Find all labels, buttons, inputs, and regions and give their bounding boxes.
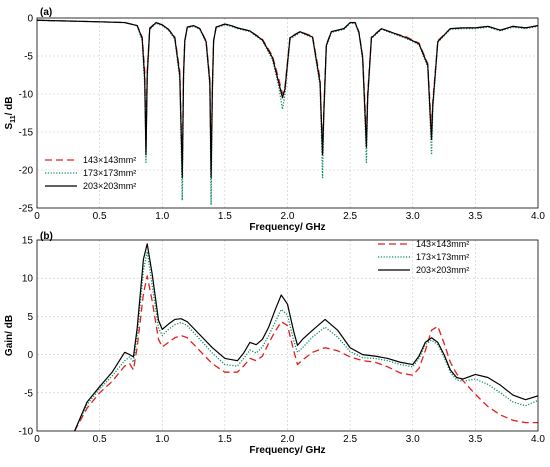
y-tick-label: 0	[27, 350, 33, 361]
x-tick-label: 0.5	[93, 434, 107, 445]
x-tick-label: 4.0	[531, 434, 545, 445]
plot-frame	[36, 239, 539, 432]
x-tick-label: 3.0	[406, 211, 420, 222]
panel-a-s11-chart: 0 0.5 1.0 1.5 2.0 2.5 3.0 3.5 4.0 0 -5 -10 -15 -20 -25…	[4, 7, 545, 233]
y-tick-label: -15	[19, 128, 34, 139]
y-tick-label: -10	[19, 427, 34, 438]
legend-label: 143×143mm²	[416, 239, 469, 249]
legend-label: 173×173mm²	[83, 168, 136, 178]
x-tick-label: 3.5	[468, 211, 482, 222]
series-line-solid	[37, 19, 538, 179]
x-tick-label: 3.0	[406, 434, 420, 445]
x-axis-label: Frequency/ GHz	[249, 445, 325, 456]
series-line-dotted	[73, 250, 538, 431]
legend-label: 173×173mm²	[416, 252, 469, 262]
x-tick-label: 2.0	[281, 434, 295, 445]
series-line-dashed	[73, 275, 538, 431]
x-tick-label: 1.0	[155, 211, 169, 222]
y-axis-label: S11/ dB	[4, 97, 17, 130]
y-tick-label: 15	[22, 236, 34, 247]
x-tick-label: 2.5	[343, 434, 357, 445]
panel-b-gain-chart: 0 0.5 1.0 1.5 2.0 2.5 3.0 3.5 4.0 15 10 5 0 -5 -10 (b) F…	[4, 231, 545, 456]
legend-label: 203×203mm²	[416, 265, 469, 275]
panel-label: (a)	[40, 7, 52, 18]
y-tick-label: -20	[19, 166, 34, 177]
x-tick-label: 2.5	[343, 211, 357, 222]
y-tick-label: -25	[19, 204, 34, 215]
x-axis-label: Frequency/ GHz	[249, 222, 325, 233]
x-tick-label: 0.5	[93, 211, 107, 222]
x-tick-label: 0	[34, 211, 40, 222]
x-tick-label: 1.5	[218, 211, 232, 222]
legend-label: 203×203mm²	[83, 181, 136, 191]
y-tick-label: -5	[24, 52, 33, 63]
x-tick-label: 2.0	[281, 211, 295, 222]
legend-label: 143×143mm²	[83, 155, 136, 165]
x-tick-label: 0	[34, 434, 40, 445]
panel-label: (b)	[40, 231, 53, 242]
y-tick-label: -10	[19, 90, 34, 101]
x-tick-label: 4.0	[531, 211, 545, 222]
y-tick-label: -5	[24, 388, 33, 399]
x-tick-label: 1.5	[218, 434, 232, 445]
y-tick-label: 5	[27, 312, 33, 323]
y-axis-label: Gain/ dB	[4, 315, 15, 356]
plot-frame	[36, 17, 539, 209]
x-tick-label: 3.5	[468, 434, 482, 445]
y-tick-label: 10	[22, 274, 34, 285]
x-tick-label: 1.0	[155, 434, 169, 445]
series-line-solid	[74, 243, 538, 431]
y-tick-label: 0	[27, 14, 33, 25]
